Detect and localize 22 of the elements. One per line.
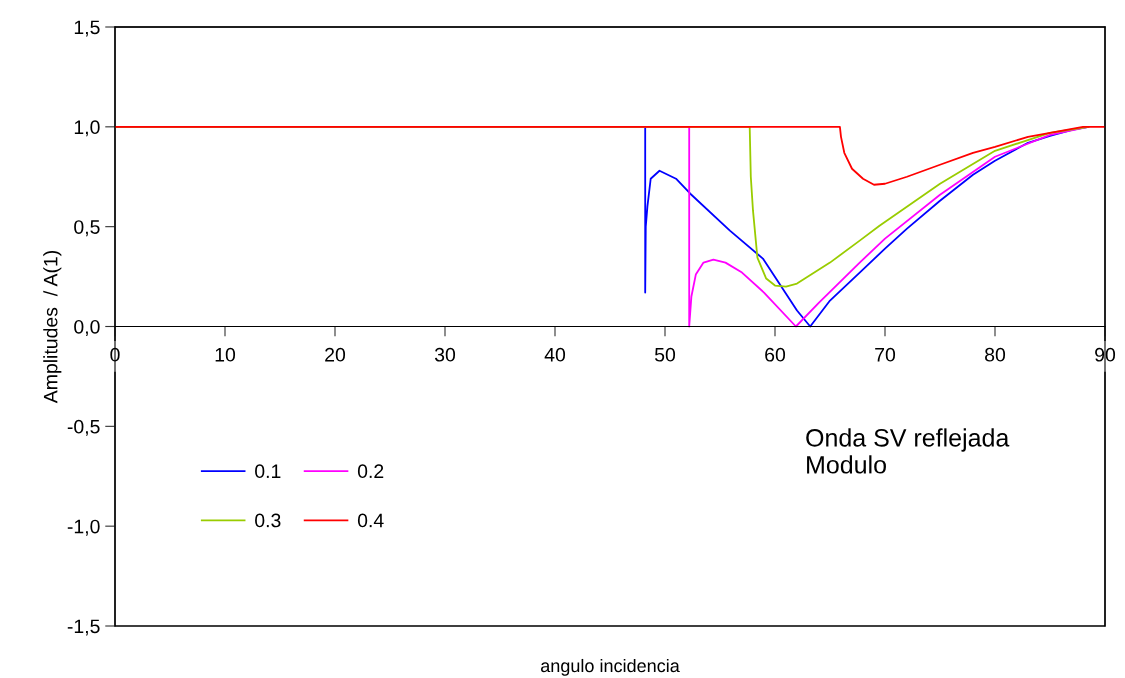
x-tick-label: 60 (765, 347, 786, 362)
y-tick-label: -1,5 (67, 619, 100, 636)
x-tick-label: 80 (985, 347, 1006, 362)
x-tick-label: 20 (325, 347, 346, 362)
y-axis-title: Amplitudes / A(1) (43, 250, 62, 404)
y-tick-label: 0,5 (74, 220, 100, 237)
x-tick-label: 70 (875, 347, 896, 362)
legend-label: 0.3 (255, 513, 281, 528)
x-tick-label: 50 (654, 347, 676, 362)
annotation: Onda SV reflejada Modulo (806, 428, 1010, 474)
legend-label: 0.2 (357, 464, 384, 479)
y-tick-label: 1,0 (74, 120, 100, 137)
x-axis-title: angulo incidencia (541, 658, 680, 676)
y-tick-label: 1,5 (74, 20, 100, 37)
x-tick-label: 30 (434, 347, 456, 362)
y-tick-label: -1,0 (67, 519, 100, 536)
legend-label: 0.1 (255, 464, 281, 479)
x-tick-label: 10 (215, 347, 236, 362)
y-tick-label: -0,5 (67, 419, 100, 436)
y-tick-label: 0,0 (74, 319, 100, 337)
legend-label: 0.4 (357, 513, 384, 528)
x-tick-label: 40 (544, 347, 566, 362)
